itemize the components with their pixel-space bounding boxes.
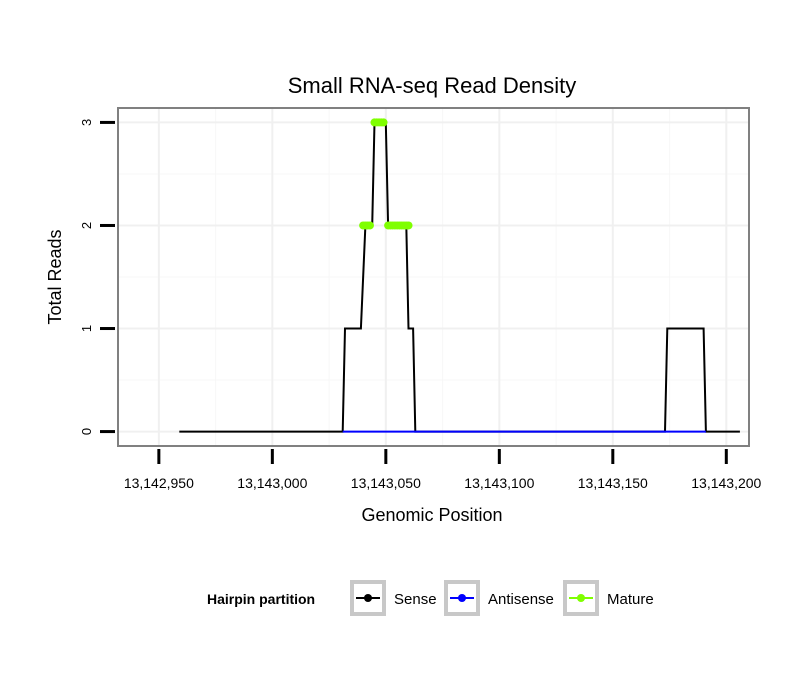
chart-title: Small RNA-seq Read Density — [288, 73, 577, 98]
x-axis-label: Genomic Position — [361, 505, 502, 525]
legend-point-antisense — [458, 594, 466, 602]
x-tick-label: 13,143,050 — [351, 475, 421, 491]
grid — [118, 108, 749, 446]
plot-panel — [117, 107, 750, 447]
y-tick-label: 0 — [79, 428, 94, 435]
x-tick-label: 13,143,200 — [691, 475, 761, 491]
legend-label-mature: Mature — [607, 591, 654, 608]
mature-point — [365, 221, 374, 230]
y-tick-label: 3 — [79, 119, 94, 126]
x-tick-label: 13,143,150 — [578, 475, 648, 491]
legend-title: Hairpin partition — [207, 591, 315, 607]
y-axis-label: Total Reads — [45, 229, 65, 324]
y-tick-label: 2 — [79, 222, 94, 229]
legend-label-sense: Sense — [394, 591, 437, 608]
x-tick-label: 13,143,000 — [237, 475, 307, 491]
legend-point-sense — [364, 594, 372, 602]
x-tick-label: 13,142,950 — [124, 475, 194, 491]
legend-label-antisense: Antisense — [488, 591, 554, 608]
series-layer — [179, 118, 740, 433]
x-axis: 13,142,950 13,143,000 13,143,050 13,143,100… — [124, 449, 762, 491]
y-tick-label: 1 — [79, 325, 94, 332]
y-axis: 0 1 2 3 — [79, 119, 115, 435]
legend-point-mature — [577, 594, 585, 602]
x-tick-label: 13,143,100 — [464, 475, 534, 491]
mature-point — [404, 221, 413, 230]
legend: Hairpin partition Sense Antisense Mature — [207, 580, 654, 616]
mature-point — [379, 118, 388, 127]
